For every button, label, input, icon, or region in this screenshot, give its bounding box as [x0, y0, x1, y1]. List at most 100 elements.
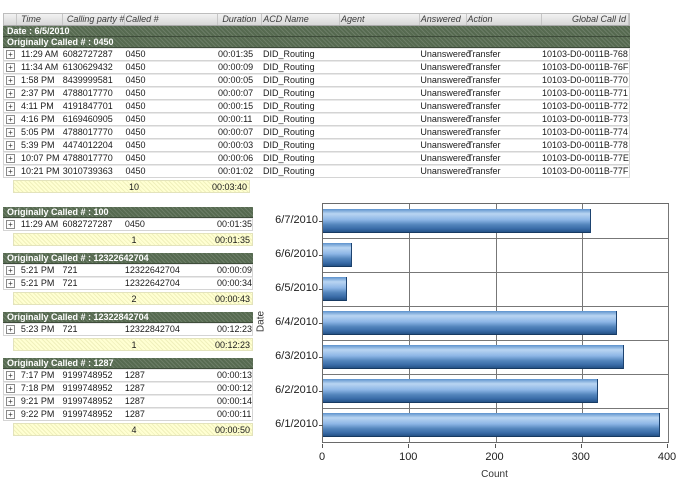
called-number-cell: 0450	[125, 153, 146, 163]
x-axis: Count 0 100 200 300 400	[318, 443, 676, 483]
bar6-6-2010	[323, 243, 352, 267]
x-tick-label: 100	[399, 451, 418, 463]
calling-party-cell: 8439999581	[62, 75, 113, 85]
call-row: +2:37 PM 4788017770 0450 00:00:07 DID_Routin…	[3, 87, 630, 100]
bar6-4-2010	[323, 311, 617, 335]
expand-cell: +	[4, 101, 17, 112]
acd-name-cell: DID_Routing	[263, 75, 315, 85]
calling-party-cell: 3010739363	[62, 166, 113, 176]
y-tick-mark	[319, 221, 323, 222]
action-cell: Transfer	[467, 88, 501, 98]
x-tick-label: 0	[318, 451, 326, 463]
group-table: Originally Called # : 12322642704 +5:21 P…	[3, 253, 253, 305]
answered-cell: Unanswered	[420, 49, 471, 59]
expand-plus-icon[interactable]: +	[5, 141, 15, 150]
bar6-1-2010	[323, 413, 660, 437]
y-tick-label: 6/6/2010	[275, 248, 318, 260]
x-axis-title: Count	[481, 469, 508, 480]
y-tick-mark	[319, 323, 323, 324]
expand-plus-icon[interactable]: +	[5, 167, 15, 176]
duration-cell: 00:00:13	[216, 370, 253, 380]
expand-plus-icon[interactable]: +	[5, 220, 15, 229]
call-row: +11:29 AM 6082727287 0450 00:01:35 DID_Routi…	[3, 48, 630, 61]
expand-plus-icon[interactable]: +	[5, 325, 15, 334]
called-number-cell: 0450	[125, 101, 146, 111]
y-tick-mark	[319, 357, 323, 358]
time-cell: 1:58 PM	[20, 75, 55, 85]
y-tick-label: 6/5/2010	[275, 282, 318, 294]
y-tick-label: 6/7/2010	[275, 214, 318, 226]
call-rows: +11:29 AM 6082727287 0450 00:01:35 DID_Routi…	[3, 48, 630, 178]
call-row: +11:29 AM 6082727287 0450 00:01:35	[3, 218, 253, 231]
action-cell: Transfer	[467, 166, 501, 176]
expand-plus-icon[interactable]: +	[5, 279, 15, 288]
summary-total-duration: 00:01:35	[214, 235, 250, 245]
expand-plus-icon[interactable]: +	[5, 384, 15, 393]
expand-plus-icon[interactable]: +	[5, 266, 15, 275]
expand-cell: +	[4, 409, 17, 420]
group-table: Originally Called # : 12322842704 +5:23 P…	[3, 312, 253, 351]
gridline-row-separator	[323, 340, 668, 341]
column-header-called[interactable]: Called #	[125, 14, 219, 25]
originally-called-band: Originally Called # : 100	[3, 207, 253, 218]
expand-plus-icon[interactable]: +	[5, 102, 15, 111]
call-row: +9:22 PM 9199748952 1287 00:00:11	[3, 408, 253, 421]
expand-cell: +	[4, 127, 17, 138]
call-row: +5:21 PM 721 12322642704 00:00:09	[3, 264, 253, 277]
column-header-agent[interactable]: Agent	[340, 14, 420, 25]
column-header-duration[interactable]: Duration	[218, 14, 263, 25]
expand-plus-icon[interactable]: +	[5, 63, 15, 72]
y-tick-label: 6/4/2010	[275, 316, 318, 328]
calling-party-cell: 4191847701	[62, 101, 113, 111]
expand-cell: +	[4, 140, 17, 151]
action-cell: Transfer	[467, 62, 501, 72]
global-call-id-cell: 10103-D0-0011B-771	[542, 88, 628, 98]
column-header-global-call-id[interactable]: Global Call Id	[542, 14, 629, 25]
x-tick-mark	[408, 444, 410, 448]
action-cell: Transfer	[467, 75, 501, 85]
call-row: +5:23 PM 721 12322842704 00:12:23	[3, 323, 253, 336]
gridline-row-separator	[323, 238, 668, 239]
y-tick-mark	[319, 255, 323, 256]
column-header-calling-party[interactable]: Calling party #	[63, 14, 125, 25]
expand-plus-icon[interactable]: +	[5, 89, 15, 98]
expand-cell: +	[4, 324, 17, 335]
answered-cell: Unanswered	[420, 153, 471, 163]
group-summary-row: 1 00:12:23	[13, 338, 253, 351]
expand-plus-icon[interactable]: +	[5, 115, 15, 124]
summary-call-count: 1	[131, 235, 137, 245]
duration-cell: 00:01:02	[218, 166, 254, 176]
column-header-action[interactable]: Action	[467, 14, 543, 25]
acd-name-cell: DID_Routing	[263, 101, 315, 111]
expand-plus-icon[interactable]: +	[5, 128, 15, 137]
call-row: +5:21 PM 721 12322642704 00:00:34	[3, 277, 253, 290]
column-header-answered[interactable]: Answered	[420, 14, 467, 25]
gridline-row-separator	[323, 306, 668, 307]
expand-plus-icon[interactable]: +	[5, 397, 15, 406]
duration-cell: 00:00:34	[216, 278, 253, 288]
expand-plus-icon[interactable]: +	[5, 410, 15, 419]
column-header-expand[interactable]	[4, 14, 17, 25]
expand-plus-icon[interactable]: +	[5, 154, 15, 163]
x-tick-mark	[667, 444, 668, 448]
time-cell: 9:22 PM	[20, 409, 55, 419]
called-number-cell: 12322842704	[124, 324, 180, 334]
expand-plus-icon[interactable]: +	[5, 50, 15, 59]
duration-cell: 00:00:11	[216, 409, 252, 419]
bar6-7-2010	[323, 209, 591, 233]
global-call-id-cell: 10103-D0-0011B-770	[542, 75, 628, 85]
y-tick-mark	[319, 289, 323, 290]
column-header-acd-name[interactable]: ACD Name	[262, 14, 340, 25]
column-header-time[interactable]: Time	[17, 14, 63, 25]
called-number-cell: 0450	[125, 127, 146, 137]
global-call-id-cell: 10103-D0-0011B-77F	[542, 166, 629, 176]
summary-call-count: 4	[131, 425, 137, 435]
calling-party-cell: 4788017770	[62, 153, 113, 163]
expand-cell: +	[4, 49, 17, 60]
expand-plus-icon[interactable]: +	[5, 76, 15, 85]
expand-plus-icon[interactable]: +	[5, 371, 15, 380]
date-group-band: Date : 6/5/2010	[3, 26, 630, 37]
bar6-2-2010	[323, 379, 598, 403]
x-tick-mark	[494, 444, 496, 448]
